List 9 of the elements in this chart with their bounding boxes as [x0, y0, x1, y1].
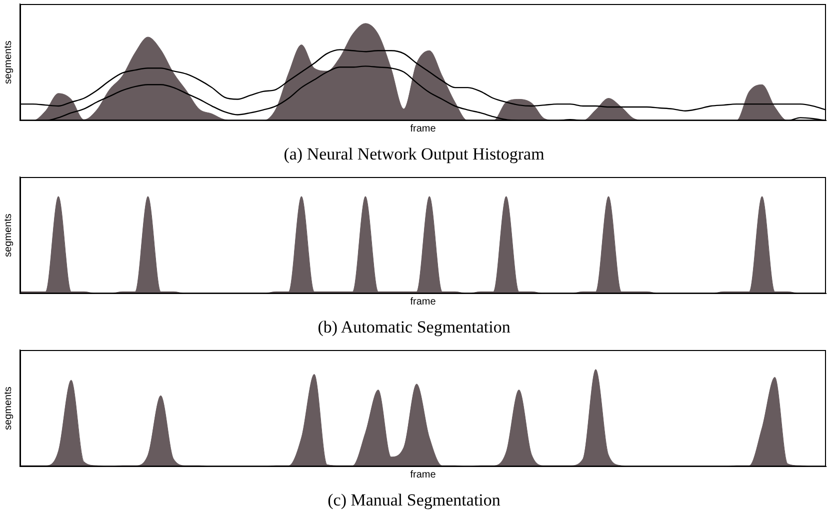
text: (b) Automatic Segmentation [318, 317, 511, 336]
x-axis-title: frame [410, 469, 436, 480]
y-axis-title: segments [2, 40, 14, 84]
x-axis-title: frame [410, 123, 436, 134]
x-axis-title: frame [410, 296, 436, 308]
y-axis-title: segments [2, 386, 14, 430]
text: (c) Manual Segmentation [328, 490, 501, 510]
y-axis-title: segments [2, 214, 14, 257]
text: (a) Neural Network Output Histogram [284, 144, 544, 164]
